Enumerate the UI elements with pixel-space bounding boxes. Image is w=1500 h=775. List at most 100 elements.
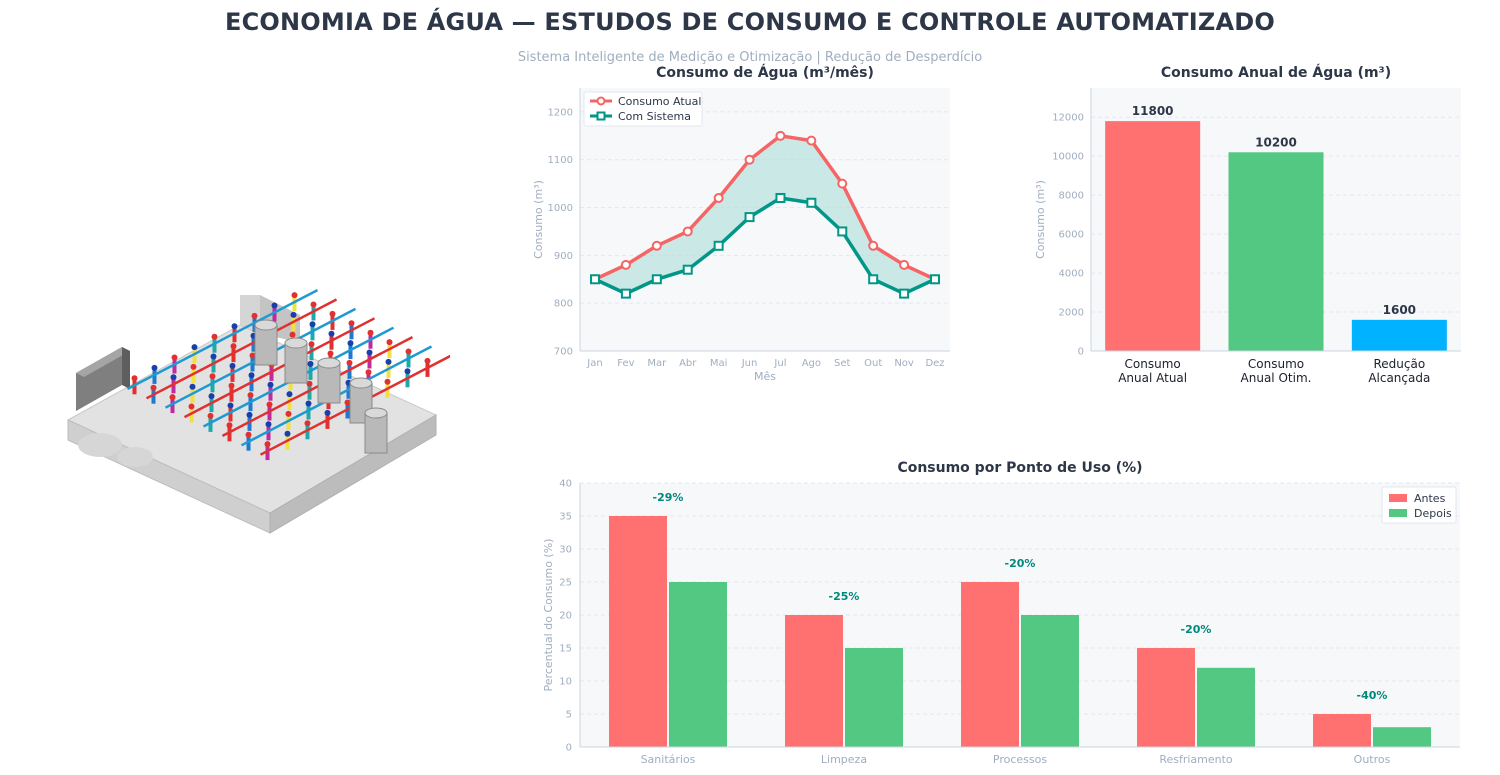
pipe-segment bbox=[230, 367, 235, 382]
pipe-segment bbox=[349, 325, 354, 340]
pipe-segment bbox=[425, 362, 430, 377]
y-tick-label: 15 bbox=[559, 644, 572, 655]
x-tick-label: Anual Otim. bbox=[1241, 371, 1312, 385]
x-tick-label: Jul bbox=[773, 358, 786, 369]
valve bbox=[264, 441, 271, 448]
y-tick-label: 8000 bbox=[1059, 191, 1084, 202]
x-tick-label: Processos bbox=[993, 753, 1047, 766]
data-point bbox=[868, 240, 879, 251]
y-tick-label: 10000 bbox=[1052, 152, 1084, 163]
x-tick-label: Limpeza bbox=[821, 753, 867, 766]
usage-point-chart: Consumo por Ponto de Uso (%) 0 5 10 15 20 25 30… bbox=[542, 460, 1460, 766]
pipe-segment bbox=[190, 388, 195, 403]
valve bbox=[271, 302, 278, 309]
valve bbox=[327, 350, 334, 357]
y-axis-label: Consumo (m³) bbox=[532, 180, 545, 259]
valve bbox=[208, 393, 215, 400]
valve bbox=[249, 352, 256, 359]
x-tick-label: Consumo bbox=[1125, 357, 1181, 371]
pipe-segment bbox=[306, 405, 311, 420]
pipe-segment bbox=[406, 353, 411, 368]
pipe-segment bbox=[229, 387, 234, 402]
reduction-annotation: -20% bbox=[1181, 623, 1212, 636]
page-subtitle: Sistema Inteligente de Medição e Otimiza… bbox=[517, 50, 983, 65]
pipe-segment bbox=[266, 426, 271, 441]
valve bbox=[251, 312, 258, 319]
valve bbox=[384, 378, 391, 385]
tank-body bbox=[364, 412, 388, 454]
y-tick-label: 800 bbox=[554, 299, 573, 310]
pipe-segment bbox=[189, 408, 194, 423]
bar bbox=[1021, 615, 1079, 747]
control-panel bbox=[76, 347, 130, 411]
x-tick-label: Redução bbox=[1373, 357, 1425, 371]
pipe-segment bbox=[152, 369, 157, 384]
savings-area bbox=[595, 135, 935, 294]
pipe-segment bbox=[267, 406, 272, 421]
x-tick-label: Ago bbox=[802, 358, 821, 369]
valve bbox=[247, 392, 254, 399]
chart-title: Consumo de Água (m³/mês) bbox=[656, 64, 874, 81]
x-tick-label: Anual Atual bbox=[1118, 371, 1187, 385]
pipe-segment bbox=[246, 436, 251, 451]
bar bbox=[1373, 727, 1431, 747]
y-axis-label: Consumo (m³) bbox=[1034, 180, 1047, 259]
data-point bbox=[899, 259, 910, 270]
valve bbox=[304, 420, 311, 427]
valve bbox=[229, 362, 236, 369]
x-tick-label: Sanitários bbox=[641, 753, 696, 766]
bar bbox=[961, 582, 1019, 747]
data-point bbox=[744, 154, 755, 165]
storage-tanks bbox=[254, 319, 388, 454]
valve bbox=[169, 394, 176, 401]
valve bbox=[188, 403, 195, 410]
reduction-annotation: -25% bbox=[829, 590, 860, 603]
x-tick-label: Set bbox=[834, 358, 851, 369]
plot-area bbox=[580, 88, 950, 351]
y-tick-label: 2000 bbox=[1059, 308, 1084, 319]
pipe-segment bbox=[305, 425, 310, 440]
chart-title: Consumo Anual de Água (m³) bbox=[1161, 64, 1391, 81]
valve bbox=[310, 301, 317, 308]
data-point bbox=[682, 264, 693, 275]
valve bbox=[231, 323, 238, 330]
data-point bbox=[590, 274, 600, 285]
series-line bbox=[594, 196, 936, 296]
valve bbox=[248, 372, 255, 379]
valve bbox=[424, 357, 431, 364]
legend-label: Antes bbox=[1414, 492, 1446, 505]
x-tick-label: Nov bbox=[894, 358, 914, 369]
valve bbox=[190, 363, 197, 370]
data-point bbox=[930, 274, 940, 285]
valve bbox=[284, 430, 291, 437]
pipe-segment bbox=[311, 306, 316, 321]
valve bbox=[131, 375, 138, 382]
legend-marker bbox=[596, 111, 606, 121]
valve bbox=[305, 400, 312, 407]
pipe-segment bbox=[170, 399, 175, 414]
pipe-segment bbox=[132, 380, 137, 395]
x-tick-label: Outros bbox=[1354, 753, 1391, 766]
x-tick-label: Dez bbox=[925, 358, 944, 369]
data-point bbox=[651, 240, 662, 251]
pipe-run bbox=[183, 317, 376, 419]
data-point bbox=[713, 192, 724, 203]
bar bbox=[609, 516, 667, 747]
monthly-consumption-chart: Consumo de Água (m³/mês) 700 800 900 1000 110… bbox=[532, 64, 950, 383]
valve bbox=[150, 384, 157, 391]
bar bbox=[845, 648, 903, 747]
data-point bbox=[744, 212, 755, 223]
valve bbox=[306, 380, 313, 387]
x-tick-label: Abr bbox=[679, 358, 697, 369]
legend-swatch bbox=[1389, 509, 1407, 517]
data-point bbox=[806, 197, 817, 208]
y-tick-label: 30 bbox=[559, 545, 572, 556]
bar bbox=[785, 615, 843, 747]
data-point bbox=[620, 259, 631, 270]
legend-label: Consumo Atual bbox=[618, 95, 701, 108]
x-tick-label: Mai bbox=[710, 358, 728, 369]
valve bbox=[347, 340, 354, 347]
pipe-segment bbox=[308, 365, 313, 380]
pipe-segment bbox=[367, 354, 372, 369]
tank-top bbox=[284, 337, 308, 349]
